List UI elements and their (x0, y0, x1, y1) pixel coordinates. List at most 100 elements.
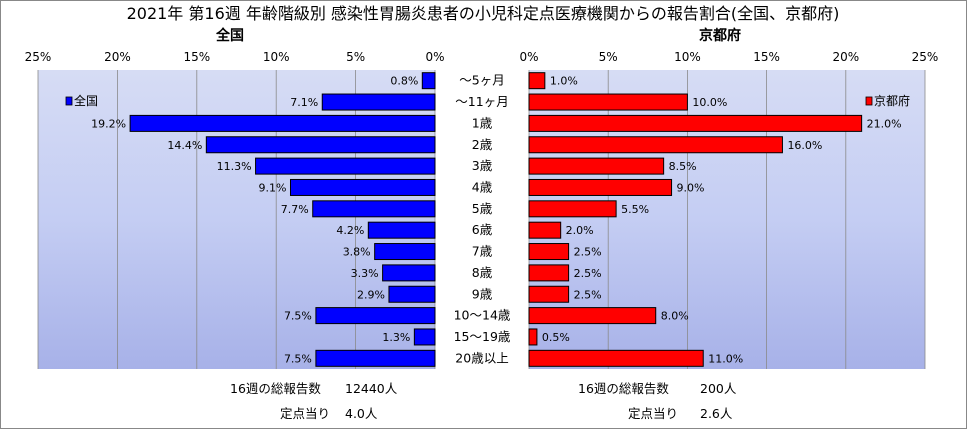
category-label: 5歳 (472, 201, 493, 216)
data-label-kyoto: 21.0% (867, 117, 902, 130)
category-label: 10～14歳 (454, 308, 511, 323)
category-label: 1歳 (472, 115, 493, 130)
data-label-kyoto: 10.0% (692, 96, 727, 109)
data-label-kyoto: 16.0% (787, 139, 822, 152)
bar-national (315, 307, 436, 325)
legend-swatch-national (65, 96, 73, 106)
category-label: ～5ヶ月 (459, 73, 504, 88)
data-label-kyoto: 8.0% (661, 310, 689, 323)
axis-ticks: 0% 5% 10% 15% 20% 25% 0% 5% 10% 15% 20% 25% (25, 50, 939, 64)
bar-kyoto (528, 221, 562, 239)
left-legend: 全国 (65, 93, 98, 108)
tick-label-national: 15% (183, 50, 210, 64)
right-legend: 京都府 (865, 93, 910, 108)
tick-label-kyoto: 25% (912, 50, 939, 64)
tick-label-national: 10% (263, 50, 290, 64)
data-label-kyoto: 2.0% (566, 224, 594, 237)
tick-label-national: 5% (346, 50, 365, 64)
legend-label-national: 全国 (74, 93, 98, 108)
national-per-value: 4.0人 (345, 406, 378, 421)
category-label: 4歳 (472, 179, 493, 194)
bar-kyoto (528, 93, 688, 111)
data-label-kyoto: 2.5% (574, 246, 602, 259)
national-total-label: 16週の総報告数 (230, 381, 321, 396)
legend-swatch-kyoto (865, 96, 873, 106)
category-label: 6歳 (472, 222, 493, 237)
footer-national: 16週の総報告数 12440人 定点当り 4.0人 (230, 381, 398, 421)
bar-kyoto (528, 264, 570, 282)
bar-national (129, 114, 436, 132)
tick-label-national: 0% (425, 50, 444, 64)
category-label: 20歳以上 (455, 350, 508, 365)
data-label-national: 3.3% (351, 267, 379, 280)
bar-kyoto (528, 114, 863, 132)
footer-kyoto: 16週の総報告数 200人 定点当り 2.6人 (578, 381, 737, 421)
data-labels: 0.8% 1.0% 7.1% 10.0% 19.2% 21.0% 14.4% 16.0% 11.… (91, 75, 901, 366)
left-plot-area (38, 70, 435, 369)
bar-national (312, 200, 436, 218)
right-side-title: 京都府 (699, 27, 741, 44)
bar-national (289, 178, 436, 196)
bar-kyoto (528, 243, 570, 261)
data-label-kyoto: 9.0% (677, 181, 705, 194)
category-label: 15～19歳 (454, 329, 511, 344)
kyoto-total-label: 16週の総報告数 (578, 381, 669, 396)
kyoto-per-value: 2.6人 (700, 406, 733, 421)
tick-label-kyoto: 0% (519, 50, 538, 64)
category-label: 3歳 (472, 158, 493, 173)
tick-label-kyoto: 20% (832, 50, 859, 64)
bar-national (315, 349, 436, 367)
data-label-national: 3.8% (343, 246, 371, 259)
bars (129, 72, 863, 367)
tick-label-kyoto: 5% (599, 50, 618, 64)
left-side-title: 全国 (215, 27, 244, 44)
right-plot-area (529, 70, 925, 369)
data-label-national: 7.5% (284, 352, 312, 365)
data-label-national: 2.9% (357, 288, 385, 301)
data-label-kyoto: 2.5% (574, 267, 602, 280)
data-label-national: 7.1% (290, 96, 318, 109)
bar-national (205, 136, 436, 154)
bar-national (382, 264, 436, 282)
data-label-kyoto: 11.0% (708, 352, 743, 365)
bar-national (367, 221, 436, 239)
bar-national (388, 285, 436, 303)
tick-label-national: 20% (104, 50, 131, 64)
bar-kyoto (528, 285, 570, 303)
bar-national (413, 328, 436, 346)
data-label-national: 1.3% (382, 331, 410, 344)
category-label: ～11ヶ月 (455, 94, 508, 109)
tick-label-kyoto: 10% (674, 50, 701, 64)
bar-national (321, 93, 436, 111)
data-label-kyoto: 8.5% (669, 160, 697, 173)
bar-national (255, 157, 436, 175)
data-label-kyoto: 0.5% (542, 331, 570, 344)
kyoto-total-value: 200人 (700, 381, 737, 396)
bar-national (421, 72, 436, 90)
data-label-national: 9.1% (259, 181, 287, 194)
tick-label-national: 25% (25, 50, 52, 64)
data-label-kyoto: 5.5% (621, 203, 649, 216)
legend-label-kyoto: 京都府 (874, 93, 910, 108)
category-label: 8歳 (472, 265, 493, 280)
data-label-national: 14.4% (167, 139, 202, 152)
data-label-kyoto: 1.0% (550, 75, 578, 88)
bar-kyoto (528, 178, 673, 196)
national-total-value: 12440人 (345, 381, 398, 396)
tick-label-kyoto: 15% (753, 50, 780, 64)
category-label: 7歳 (472, 244, 493, 259)
bar-national (374, 243, 436, 261)
category-label: 2歳 (472, 137, 493, 152)
data-label-national: 7.7% (281, 203, 309, 216)
data-label-national: 4.2% (336, 224, 364, 237)
national-per-label: 定点当り (280, 406, 330, 421)
kyoto-per-label: 定点当り (628, 406, 678, 421)
category-label: 9歳 (472, 286, 493, 301)
bar-kyoto (528, 328, 538, 346)
chart-title: 2021年 第16週 年齢階級別 感染性胃腸炎患者の小児科定点医療機関からの報告… (127, 4, 840, 23)
category-labels: ～5ヶ月 ～11ヶ月 1歳 2歳 3歳 4歳 5歳 6歳 7歳 8歳 9歳 10～14歳 15～19歳 2… (454, 73, 511, 366)
bar-kyoto (528, 157, 665, 175)
data-label-kyoto: 2.5% (574, 288, 602, 301)
